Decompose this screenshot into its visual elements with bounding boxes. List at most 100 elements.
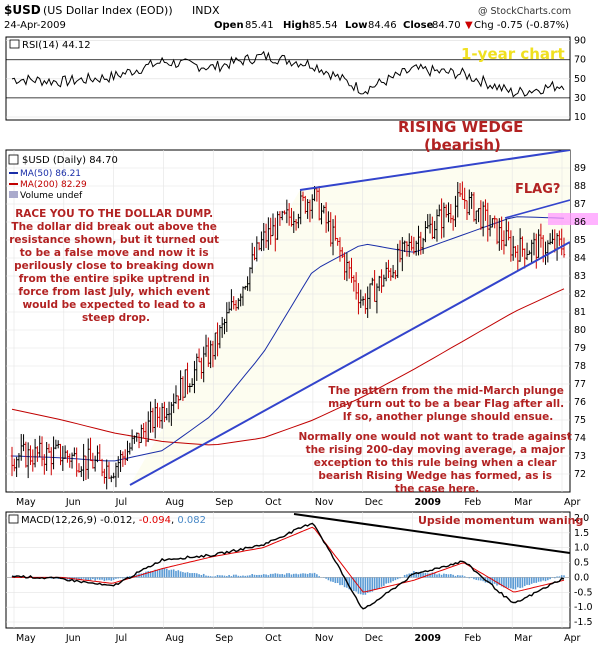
price-tick-label: 83: [574, 271, 586, 282]
macd-month-label: 2009: [415, 633, 441, 644]
macd-hist-bar: [383, 577, 385, 586]
macd-hist-bar: [443, 573, 445, 578]
macd-hist-bar: [175, 570, 177, 578]
rising-wedge-subtitle: (bearish): [424, 136, 501, 154]
macd-hist-bar: [454, 575, 457, 578]
race-line: to be a false move and now it is: [20, 247, 209, 259]
close-value: 84.70: [432, 20, 461, 31]
price-tick-label: 74: [574, 433, 586, 444]
macd-hist-bar: [431, 572, 434, 578]
macd-hist-bar: [267, 575, 270, 578]
macd-hist-bar: [510, 577, 512, 589]
macd-hist-bar: [459, 575, 461, 578]
macd-hist-bar: [470, 577, 473, 579]
macd-hist-bar: [514, 577, 517, 590]
price-month-label: Apr: [564, 497, 581, 508]
macd-hist-bar: [170, 569, 173, 578]
macd-hist-bar: [258, 574, 260, 578]
open-value: 85.41: [245, 20, 274, 31]
ma200-legend: MA(200) 82.29: [20, 180, 87, 190]
macd-hist-bar: [473, 577, 475, 580]
macd-hist-bar: [503, 577, 505, 588]
rising-wedge-area: [130, 150, 570, 485]
macd-hist-bar: [519, 577, 521, 589]
wedge-lower-trendline: [129, 241, 570, 486]
macd-hist-bar: [362, 577, 364, 595]
macd-hist-bar: [542, 577, 545, 581]
rising-wedge-title: RISING WEDGE: [398, 118, 523, 136]
macd-hist-bar: [101, 577, 103, 580]
macd-hist-bar: [159, 568, 161, 578]
momentum-trendline: [293, 513, 570, 554]
rsi-tick-label: 30: [574, 93, 586, 104]
macd-hist-bar: [117, 577, 120, 579]
chart-header: $USD (US Dollar Index (EOD)) INDX @ Stoc…: [4, 3, 571, 31]
instrument-name: (US Dollar Index (EOD)): [43, 4, 173, 17]
macd-hist-bar: [249, 575, 251, 578]
macd-hist-bar: [563, 575, 565, 578]
flag-upper-line: [504, 199, 570, 219]
normally-line: Normally one would not want to trade aga…: [299, 431, 572, 443]
race-line: force from last July, which event: [18, 286, 210, 298]
macd-panel: 2.0 1.5 1.0 0.5 0.0 -0.5 -1.0 -1.5 MACD(12,26,9…: [5, 511, 593, 629]
quote-date: 24-Apr-2009: [4, 20, 66, 31]
macd-signal-value: -0.094: [139, 515, 171, 526]
macd-hist-bar: [334, 577, 337, 584]
macd-hist-bar: [417, 571, 420, 578]
macd-hist-bar: [265, 574, 267, 578]
pattern-annotation: The pattern from the mid-March plunge ma…: [328, 385, 567, 423]
normally-annotation: Normally one would not want to trade aga…: [299, 431, 576, 495]
flag-label: FLAG?: [515, 182, 560, 197]
macd-hist-bar: [168, 570, 170, 578]
price-legend-symbol: $USD (Daily) 84.70: [22, 155, 118, 166]
macd-hist-bar: [327, 577, 330, 581]
macd-month-label: Aug: [165, 633, 184, 644]
macd-hist-bar: [122, 577, 124, 579]
macd-hist-bar: [207, 575, 210, 578]
macd-hist-bar: [253, 574, 256, 578]
macd-hist-bar: [140, 573, 143, 578]
macd-hist-bar: [392, 577, 394, 582]
normally-line: the rising 200-day moving average, a maj…: [306, 444, 566, 456]
race-annotation: RACE YOU TO THE DOLLAR DUMP. The dollar …: [9, 208, 222, 324]
price-tick-label: 88: [574, 181, 586, 192]
macd-hist-bar: [489, 577, 491, 584]
macd-separator: ,: [171, 515, 177, 526]
one-year-chart-label: 1-year chart: [461, 45, 565, 63]
macd-hist-bar: [302, 573, 304, 578]
macd-hist-bar: [189, 573, 191, 578]
race-line: perilously close to breaking down: [14, 260, 214, 272]
macd-tick-label: 0.5: [574, 558, 589, 569]
macd-hist-bar: [290, 574, 293, 578]
race-line: would be expected to lead to a: [22, 299, 205, 311]
race-line: steep drop.: [82, 312, 150, 324]
open-label: Open: [214, 20, 244, 31]
macd-hist-bar: [556, 576, 558, 578]
macd-hist-bar: [85, 577, 87, 581]
macd-hist-bar: [507, 577, 510, 589]
macd-tick-label: 1.0: [574, 543, 589, 554]
macd-hist-bar: [438, 573, 441, 578]
macd-hist-bar: [496, 577, 498, 586]
price-tick-label: 80: [574, 325, 586, 336]
macd-hist-bar: [96, 577, 99, 580]
macd-hist-bar: [355, 577, 357, 592]
macd-hist-bar: [528, 577, 531, 586]
macd-hist-bar: [115, 577, 117, 579]
macd-hist-bar: [191, 573, 193, 578]
macd-hist-bar: [75, 577, 78, 580]
race-line: from the entire spike uptrend in: [19, 273, 210, 285]
macd-hist-bar: [387, 577, 390, 584]
price-month-label: 2009: [415, 497, 441, 508]
macd-frame: [5, 511, 571, 629]
macd-hist-bar: [376, 577, 378, 590]
macd-label: MACD(12,26,9) -0.012, -0.094, 0.082: [21, 515, 206, 526]
rsi-legend-swatch: [9, 39, 20, 49]
macd-hist-bar: [547, 577, 549, 581]
normally-line: exception to this rule being when a clea…: [314, 457, 558, 469]
rsi-label: RSI(14) 44.12: [22, 40, 91, 51]
macd-hist-bar: [142, 572, 145, 578]
price-tick-label: 72: [574, 469, 586, 480]
rsi-line: [11, 50, 565, 98]
price-gridlines: [6, 150, 570, 492]
